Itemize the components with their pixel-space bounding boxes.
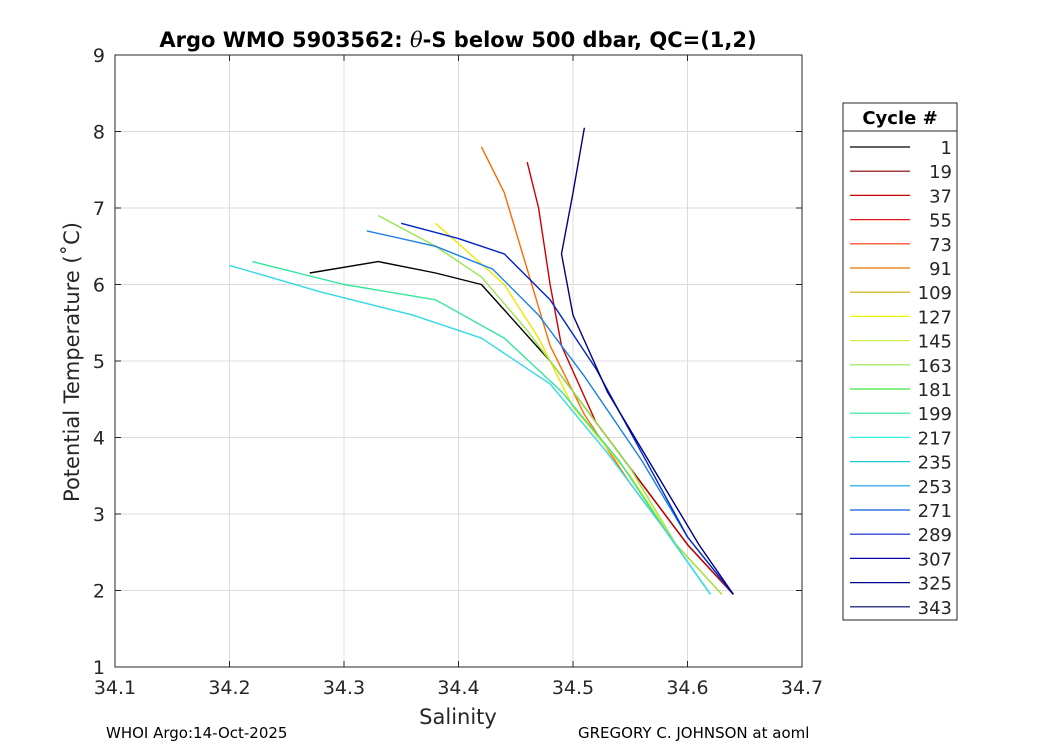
legend-entry: 217 bbox=[850, 428, 952, 449]
legend-label: 343 bbox=[918, 598, 952, 619]
legend-label: 127 bbox=[918, 307, 952, 328]
legend-label: 235 bbox=[918, 453, 952, 474]
footer-left: WHOI Argo:14-Oct-2025 bbox=[106, 724, 288, 742]
y-tick-label: 4 bbox=[93, 428, 105, 450]
legend-label: 91 bbox=[929, 259, 952, 280]
x-tick-label: 34.6 bbox=[666, 677, 708, 699]
legend: Cycle # 1 19 37 55 73 91 109 127 145 163 181 199 217… bbox=[842, 102, 958, 621]
y-tick-label: 6 bbox=[93, 275, 105, 297]
legend-title: Cycle # bbox=[862, 108, 937, 129]
title-suffix: -S below 500 dbar, QC=(1,2) bbox=[423, 28, 757, 52]
chart-title: Argo WMO 5903562: θ-S below 500 dbar, QC… bbox=[159, 28, 756, 52]
legend-label: 325 bbox=[918, 574, 952, 595]
legend-label: 145 bbox=[918, 332, 952, 353]
legend-entry: 37 bbox=[850, 186, 952, 207]
series-line-9 bbox=[401, 222, 734, 595]
legend-entry: 325 bbox=[850, 574, 952, 595]
y-tick-label: 3 bbox=[93, 504, 105, 526]
series-line-7 bbox=[229, 264, 711, 595]
series-line-2 bbox=[526, 161, 734, 595]
legend-entry: 127 bbox=[850, 307, 952, 328]
legend-entry: 235 bbox=[850, 453, 952, 474]
title-prefix: Argo WMO 5903562: bbox=[159, 28, 410, 52]
y-tick-label: 1 bbox=[93, 657, 105, 679]
x-tick-label: 34.5 bbox=[552, 677, 594, 699]
y-tick-label: 5 bbox=[93, 351, 105, 373]
legend-entry: 271 bbox=[850, 501, 952, 522]
legend-entry: 145 bbox=[850, 332, 952, 353]
legend-entry: 253 bbox=[850, 477, 952, 498]
footer-right: GREGORY C. JOHNSON at aoml bbox=[578, 724, 810, 742]
grid-lines bbox=[114, 54, 803, 668]
legend-entry: 199 bbox=[850, 404, 952, 425]
legend-label: 109 bbox=[918, 283, 952, 304]
legend-entry: 55 bbox=[850, 211, 952, 232]
x-tick-label: 34.2 bbox=[208, 677, 250, 699]
legend-label: 271 bbox=[918, 501, 952, 522]
x-axis-label: Salinity bbox=[419, 705, 497, 729]
x-tick-label: 34.4 bbox=[437, 677, 479, 699]
legend-entry: 163 bbox=[850, 356, 952, 377]
y-axis-label: Potential Temperature (˚C) bbox=[60, 222, 84, 502]
y-tick-label: 9 bbox=[93, 45, 105, 67]
legend-label: 181 bbox=[918, 380, 952, 401]
series-line-5 bbox=[377, 214, 723, 595]
x-tick-label: 34.3 bbox=[323, 677, 365, 699]
axes-box bbox=[114, 54, 803, 668]
series-line-10 bbox=[560, 127, 734, 595]
legend-entry: 91 bbox=[850, 259, 952, 280]
x-tick-label: 34.1 bbox=[94, 677, 136, 699]
title-theta: θ bbox=[410, 28, 423, 52]
y-tick-label: 7 bbox=[93, 198, 105, 220]
legend-label: 163 bbox=[918, 356, 952, 377]
x-tick-label: 34.7 bbox=[781, 677, 823, 699]
legend-entry: 73 bbox=[850, 235, 952, 256]
legend-entry: 181 bbox=[850, 380, 952, 401]
legend-label: 289 bbox=[918, 525, 952, 546]
legend-entry: 307 bbox=[850, 549, 952, 570]
legend-entry: 343 bbox=[850, 598, 952, 619]
plot-area bbox=[229, 127, 734, 595]
y-tick-label: 2 bbox=[93, 581, 105, 603]
legend-entry: 289 bbox=[850, 525, 952, 546]
y-tick-label: 8 bbox=[93, 122, 105, 144]
legend-label: 253 bbox=[918, 477, 952, 498]
legend-label: 55 bbox=[929, 211, 952, 232]
legend-label: 37 bbox=[929, 186, 952, 207]
legend-entry: 109 bbox=[850, 283, 952, 304]
legend-label: 1 bbox=[941, 138, 952, 159]
axes: 34.1 34.2 34.3 34.4 34.5 34.6 34.7 1 2 3 4 5 6 7 8 9 bbox=[93, 45, 823, 699]
series-line-6 bbox=[252, 260, 711, 595]
legend-label: 217 bbox=[918, 428, 952, 449]
legend-entries: 1 19 37 55 73 91 109 127 145 163 181 199 217 235 253 27… bbox=[850, 138, 952, 619]
legend-entry: 1 bbox=[850, 138, 952, 159]
legend-label: 199 bbox=[918, 404, 952, 425]
legend-label: 307 bbox=[918, 549, 952, 570]
legend-label: 19 bbox=[929, 162, 952, 183]
legend-entry: 19 bbox=[850, 162, 952, 183]
legend-label: 73 bbox=[929, 235, 952, 256]
